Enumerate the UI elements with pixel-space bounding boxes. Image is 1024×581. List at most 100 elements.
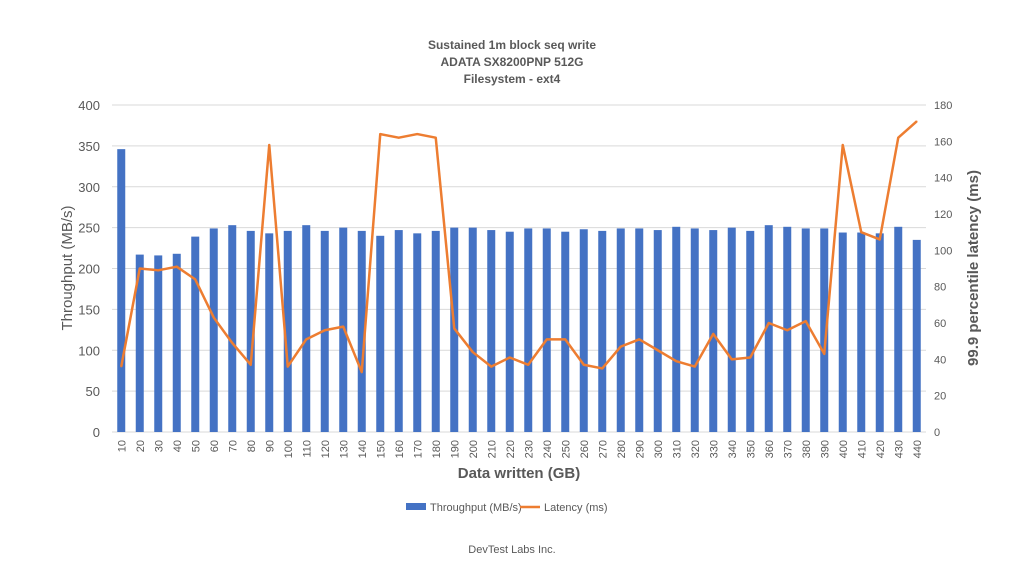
x-tick-label: 370: [782, 440, 794, 458]
latency-point: [878, 238, 881, 241]
x-tick-label: 90: [264, 440, 276, 452]
throughput-bar: [561, 231, 570, 432]
latency-point: [619, 345, 622, 348]
latency-point: [231, 342, 234, 344]
y2-tick-label: 180: [934, 100, 952, 112]
latency-point: [342, 325, 345, 328]
throughput-bar: [431, 230, 440, 432]
throughput-bar: [912, 239, 921, 432]
y-tick-label: 250: [78, 221, 100, 236]
throughput-bar: [209, 228, 218, 432]
x-tick-label: 120: [320, 440, 332, 458]
latency-point: [897, 136, 900, 139]
latency-point: [157, 269, 160, 272]
y-tick-label: 100: [78, 343, 100, 358]
throughput-bar: [413, 233, 422, 432]
x-tick-label: 40: [172, 440, 184, 452]
throughput-bar: [709, 230, 718, 432]
latency-point: [693, 365, 696, 368]
x-tick-label: 280: [616, 440, 628, 458]
y2-tick-label: 160: [934, 136, 952, 148]
throughput-bar: [764, 225, 773, 432]
throughput-bar: [228, 225, 237, 432]
footer-credit: DevTest Labs Inc.: [468, 544, 555, 556]
throughput-bar: [394, 230, 403, 432]
throughput-bar: [357, 230, 366, 432]
throughput-bar: [283, 230, 292, 432]
y2-axis-title: 99.9 percentile latency (ms): [965, 170, 982, 366]
x-tick-label: 60: [209, 440, 221, 452]
y-tick-label: 300: [78, 180, 100, 195]
latency-point: [194, 278, 197, 281]
x-tick-label: 230: [523, 440, 535, 458]
latency-point: [730, 358, 733, 361]
throughput-bar: [172, 253, 181, 432]
throughput-bar: [653, 230, 662, 432]
x-tick-label: 30: [153, 440, 165, 452]
latency-point: [508, 356, 511, 359]
x-tick-label: 270: [597, 440, 609, 458]
y2-tick-label: 40: [934, 354, 946, 366]
x-tick-label: 160: [394, 440, 406, 458]
x-tick-label: 110: [301, 440, 313, 458]
latency-point: [860, 231, 863, 233]
y-axis-title: Throughput (MB/s): [59, 205, 76, 330]
latency-point: [286, 365, 289, 368]
throughput-bar: [468, 227, 477, 432]
latency-line: [120, 120, 918, 374]
x-tick-label: 70: [227, 440, 239, 452]
x-tick-label: 440: [912, 440, 924, 458]
x-tick-label: 260: [579, 440, 591, 458]
latency-point: [582, 363, 585, 366]
y-tick-label: 50: [86, 384, 100, 399]
y2-tick-label: 100: [934, 245, 952, 257]
throughput-bar: [690, 228, 699, 432]
latency-point: [786, 329, 789, 332]
x-tick-label: 10: [116, 440, 128, 452]
latency-point: [212, 316, 215, 319]
throughput-bar: [894, 226, 903, 432]
throughput-bar: [487, 230, 496, 432]
x-tick-label: 50: [190, 440, 202, 452]
throughput-bar: [542, 228, 551, 432]
throughput-bar: [746, 230, 755, 432]
x-tick-label: 170: [412, 440, 424, 458]
y-tick-label: 400: [78, 98, 100, 113]
y2-tick-label: 20: [934, 391, 946, 403]
y2-tick-label: 60: [934, 318, 946, 330]
throughput-bar: [117, 149, 126, 432]
latency-point: [175, 265, 178, 268]
x-tick-label: 190: [449, 440, 461, 458]
y2-tick-label: 0: [934, 427, 940, 439]
chart-title-line-1: Sustained 1m block seq write: [428, 38, 596, 52]
y2-tick-label: 80: [934, 282, 946, 294]
x-tick-label: 340: [727, 440, 739, 458]
throughput-bar: [672, 226, 681, 432]
y2-tick-label: 140: [934, 173, 952, 185]
x-tick-label: 210: [486, 440, 498, 458]
latency-point: [490, 365, 493, 368]
throughput-bar: [616, 228, 625, 432]
latency-point: [268, 144, 271, 146]
throughput-bar: [875, 233, 884, 432]
x-tick-label: 420: [875, 440, 887, 458]
latency-point: [471, 351, 474, 353]
throughput-bar: [635, 228, 644, 432]
chart-title-line-3: Filesystem - ext4: [464, 72, 561, 86]
latency-point: [767, 322, 770, 324]
x-tick-label: 380: [801, 440, 813, 458]
latency-point: [249, 363, 252, 366]
y-tick-label: 350: [78, 139, 100, 154]
x-tick-label: 310: [671, 440, 683, 458]
latency-point: [453, 327, 456, 330]
latency-point: [138, 267, 141, 270]
y2-tick-label: 120: [934, 209, 952, 221]
legend-label-throughput: Throughput (MB/s): [430, 502, 522, 514]
legend-label-latency: Latency (ms): [544, 502, 608, 514]
latency-point: [527, 363, 530, 366]
latency-point: [360, 371, 363, 373]
latency-point: [749, 356, 752, 359]
x-tick-label: 390: [819, 440, 831, 458]
latency-point: [675, 360, 678, 362]
